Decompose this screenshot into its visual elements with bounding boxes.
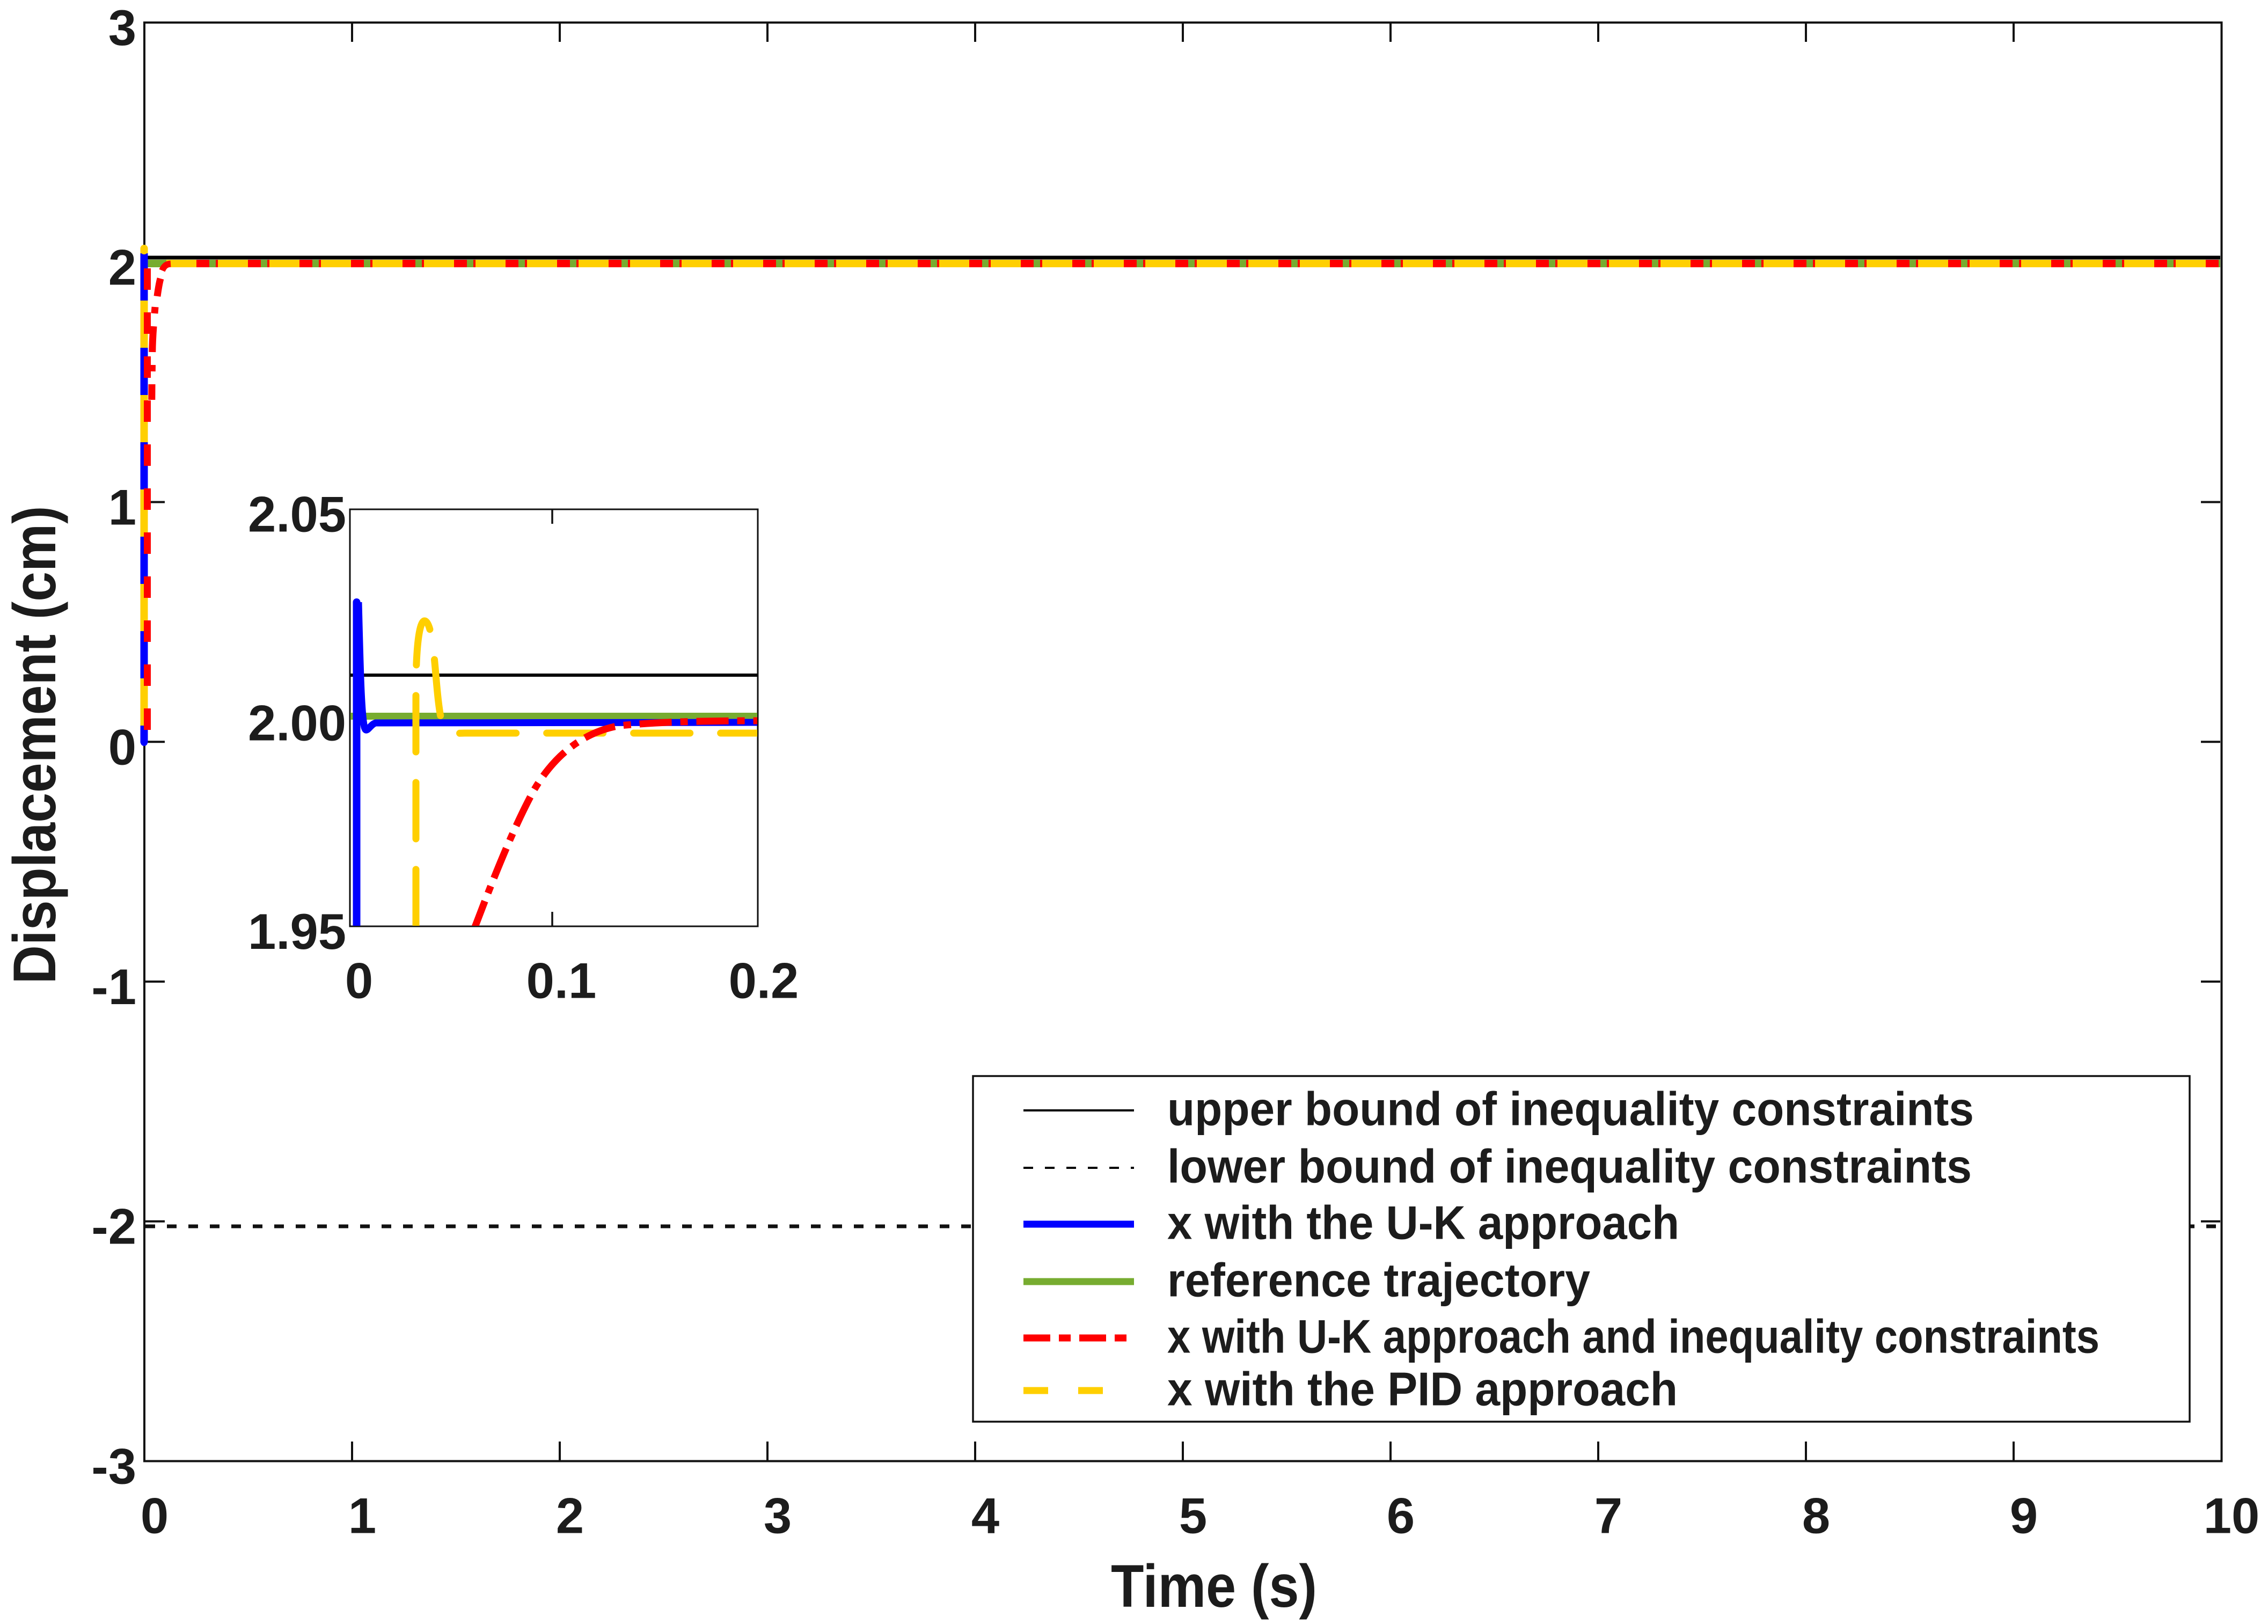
svg-text:lower bound of inequality cons: lower bound of inequality constraints bbox=[1167, 1140, 1972, 1193]
svg-text:1.95: 1.95 bbox=[248, 903, 346, 960]
svg-text:6: 6 bbox=[1387, 1488, 1415, 1544]
svg-text:0: 0 bbox=[345, 953, 373, 1009]
svg-text:x with the U-K approach: x with the U-K approach bbox=[1167, 1196, 1679, 1249]
svg-text:-1: -1 bbox=[91, 959, 136, 1015]
svg-text:0.1: 0.1 bbox=[526, 953, 597, 1009]
svg-text:2: 2 bbox=[556, 1488, 584, 1544]
svg-text:2.05: 2.05 bbox=[248, 486, 346, 543]
svg-text:9: 9 bbox=[2010, 1488, 2038, 1544]
svg-text:reference trajectory: reference trajectory bbox=[1167, 1254, 1590, 1307]
svg-text:8: 8 bbox=[1802, 1488, 1830, 1544]
svg-text:10: 10 bbox=[2204, 1488, 2260, 1544]
svg-text:-3: -3 bbox=[91, 1438, 136, 1495]
svg-text:2: 2 bbox=[108, 239, 136, 296]
svg-text:7: 7 bbox=[1594, 1488, 1622, 1544]
svg-text:x with U-K approach and inequa: x with U-K approach and inequality const… bbox=[1167, 1310, 2099, 1363]
svg-text:Time (s): Time (s) bbox=[1111, 1553, 1317, 1620]
svg-text:2.00: 2.00 bbox=[248, 695, 346, 751]
svg-text:Displacement (cm): Displacement (cm) bbox=[1, 506, 68, 984]
svg-text:5: 5 bbox=[1179, 1488, 1207, 1544]
svg-text:0: 0 bbox=[108, 719, 136, 776]
svg-text:1: 1 bbox=[348, 1488, 376, 1544]
svg-text:-2: -2 bbox=[91, 1198, 136, 1255]
svg-text:x with the PID approach: x with the PID approach bbox=[1167, 1363, 1678, 1416]
svg-text:0.2: 0.2 bbox=[729, 953, 799, 1009]
svg-text:upper bound of inequality cons: upper bound of inequality constraints bbox=[1167, 1082, 1974, 1136]
svg-text:4: 4 bbox=[971, 1488, 999, 1544]
svg-text:3: 3 bbox=[108, 0, 136, 56]
svg-text:3: 3 bbox=[764, 1488, 792, 1544]
svg-text:0: 0 bbox=[141, 1488, 169, 1544]
svg-text:1: 1 bbox=[108, 479, 136, 536]
